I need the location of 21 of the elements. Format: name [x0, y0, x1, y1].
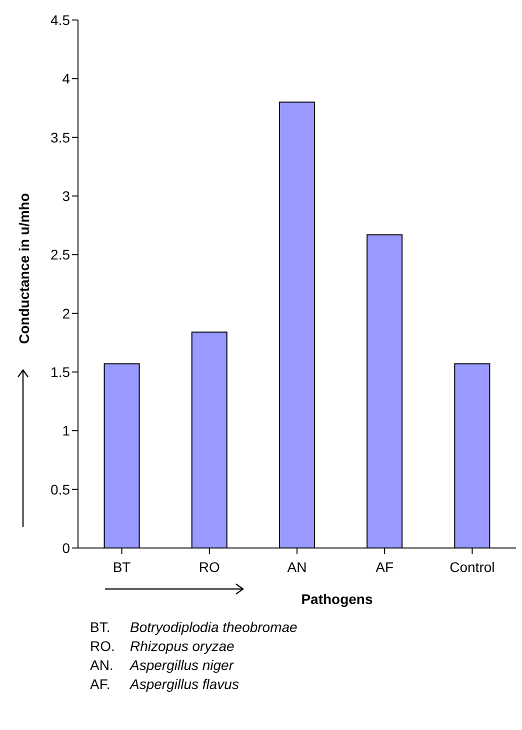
- y-tick-label: 2.5: [50, 246, 70, 263]
- text: AF. Aspergillus flavus: [90, 676, 239, 692]
- y-tick-label: 0: [62, 540, 70, 556]
- x-tick-label: AN: [287, 558, 307, 575]
- y-tick-label: 4.5: [50, 12, 70, 28]
- y-axis-title: Conductance in u/mho: [16, 193, 32, 344]
- x-axis-title: Pathogens: [301, 591, 373, 607]
- y-tick-label: 0.5: [50, 481, 70, 498]
- text: AN. Aspergillus niger: [90, 656, 234, 675]
- text: BT. Botryodiplodia theobromae: [90, 619, 298, 635]
- y-tick-label: 3: [62, 188, 70, 204]
- x-tick-label: Control: [450, 558, 495, 575]
- y-tick-label: 2: [62, 305, 70, 322]
- y-tick-label: 3.5: [50, 129, 70, 146]
- x-tick-label: RO: [198, 558, 220, 575]
- x-tick-label: BT: [112, 558, 132, 575]
- y-tick-label: 1: [62, 422, 70, 439]
- x-tick-label: AF: [376, 558, 394, 575]
- text: RO. Rhizopus oryzae: [90, 637, 234, 656]
- y-tick-label: 4: [62, 70, 70, 87]
- y-tick-label: 1.5: [50, 364, 70, 380]
